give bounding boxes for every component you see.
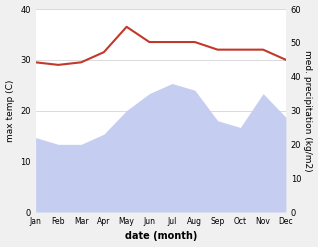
Y-axis label: med. precipitation (kg/m2): med. precipitation (kg/m2) (303, 50, 313, 171)
Y-axis label: max temp (C): max temp (C) (5, 79, 15, 142)
X-axis label: date (month): date (month) (125, 231, 197, 242)
